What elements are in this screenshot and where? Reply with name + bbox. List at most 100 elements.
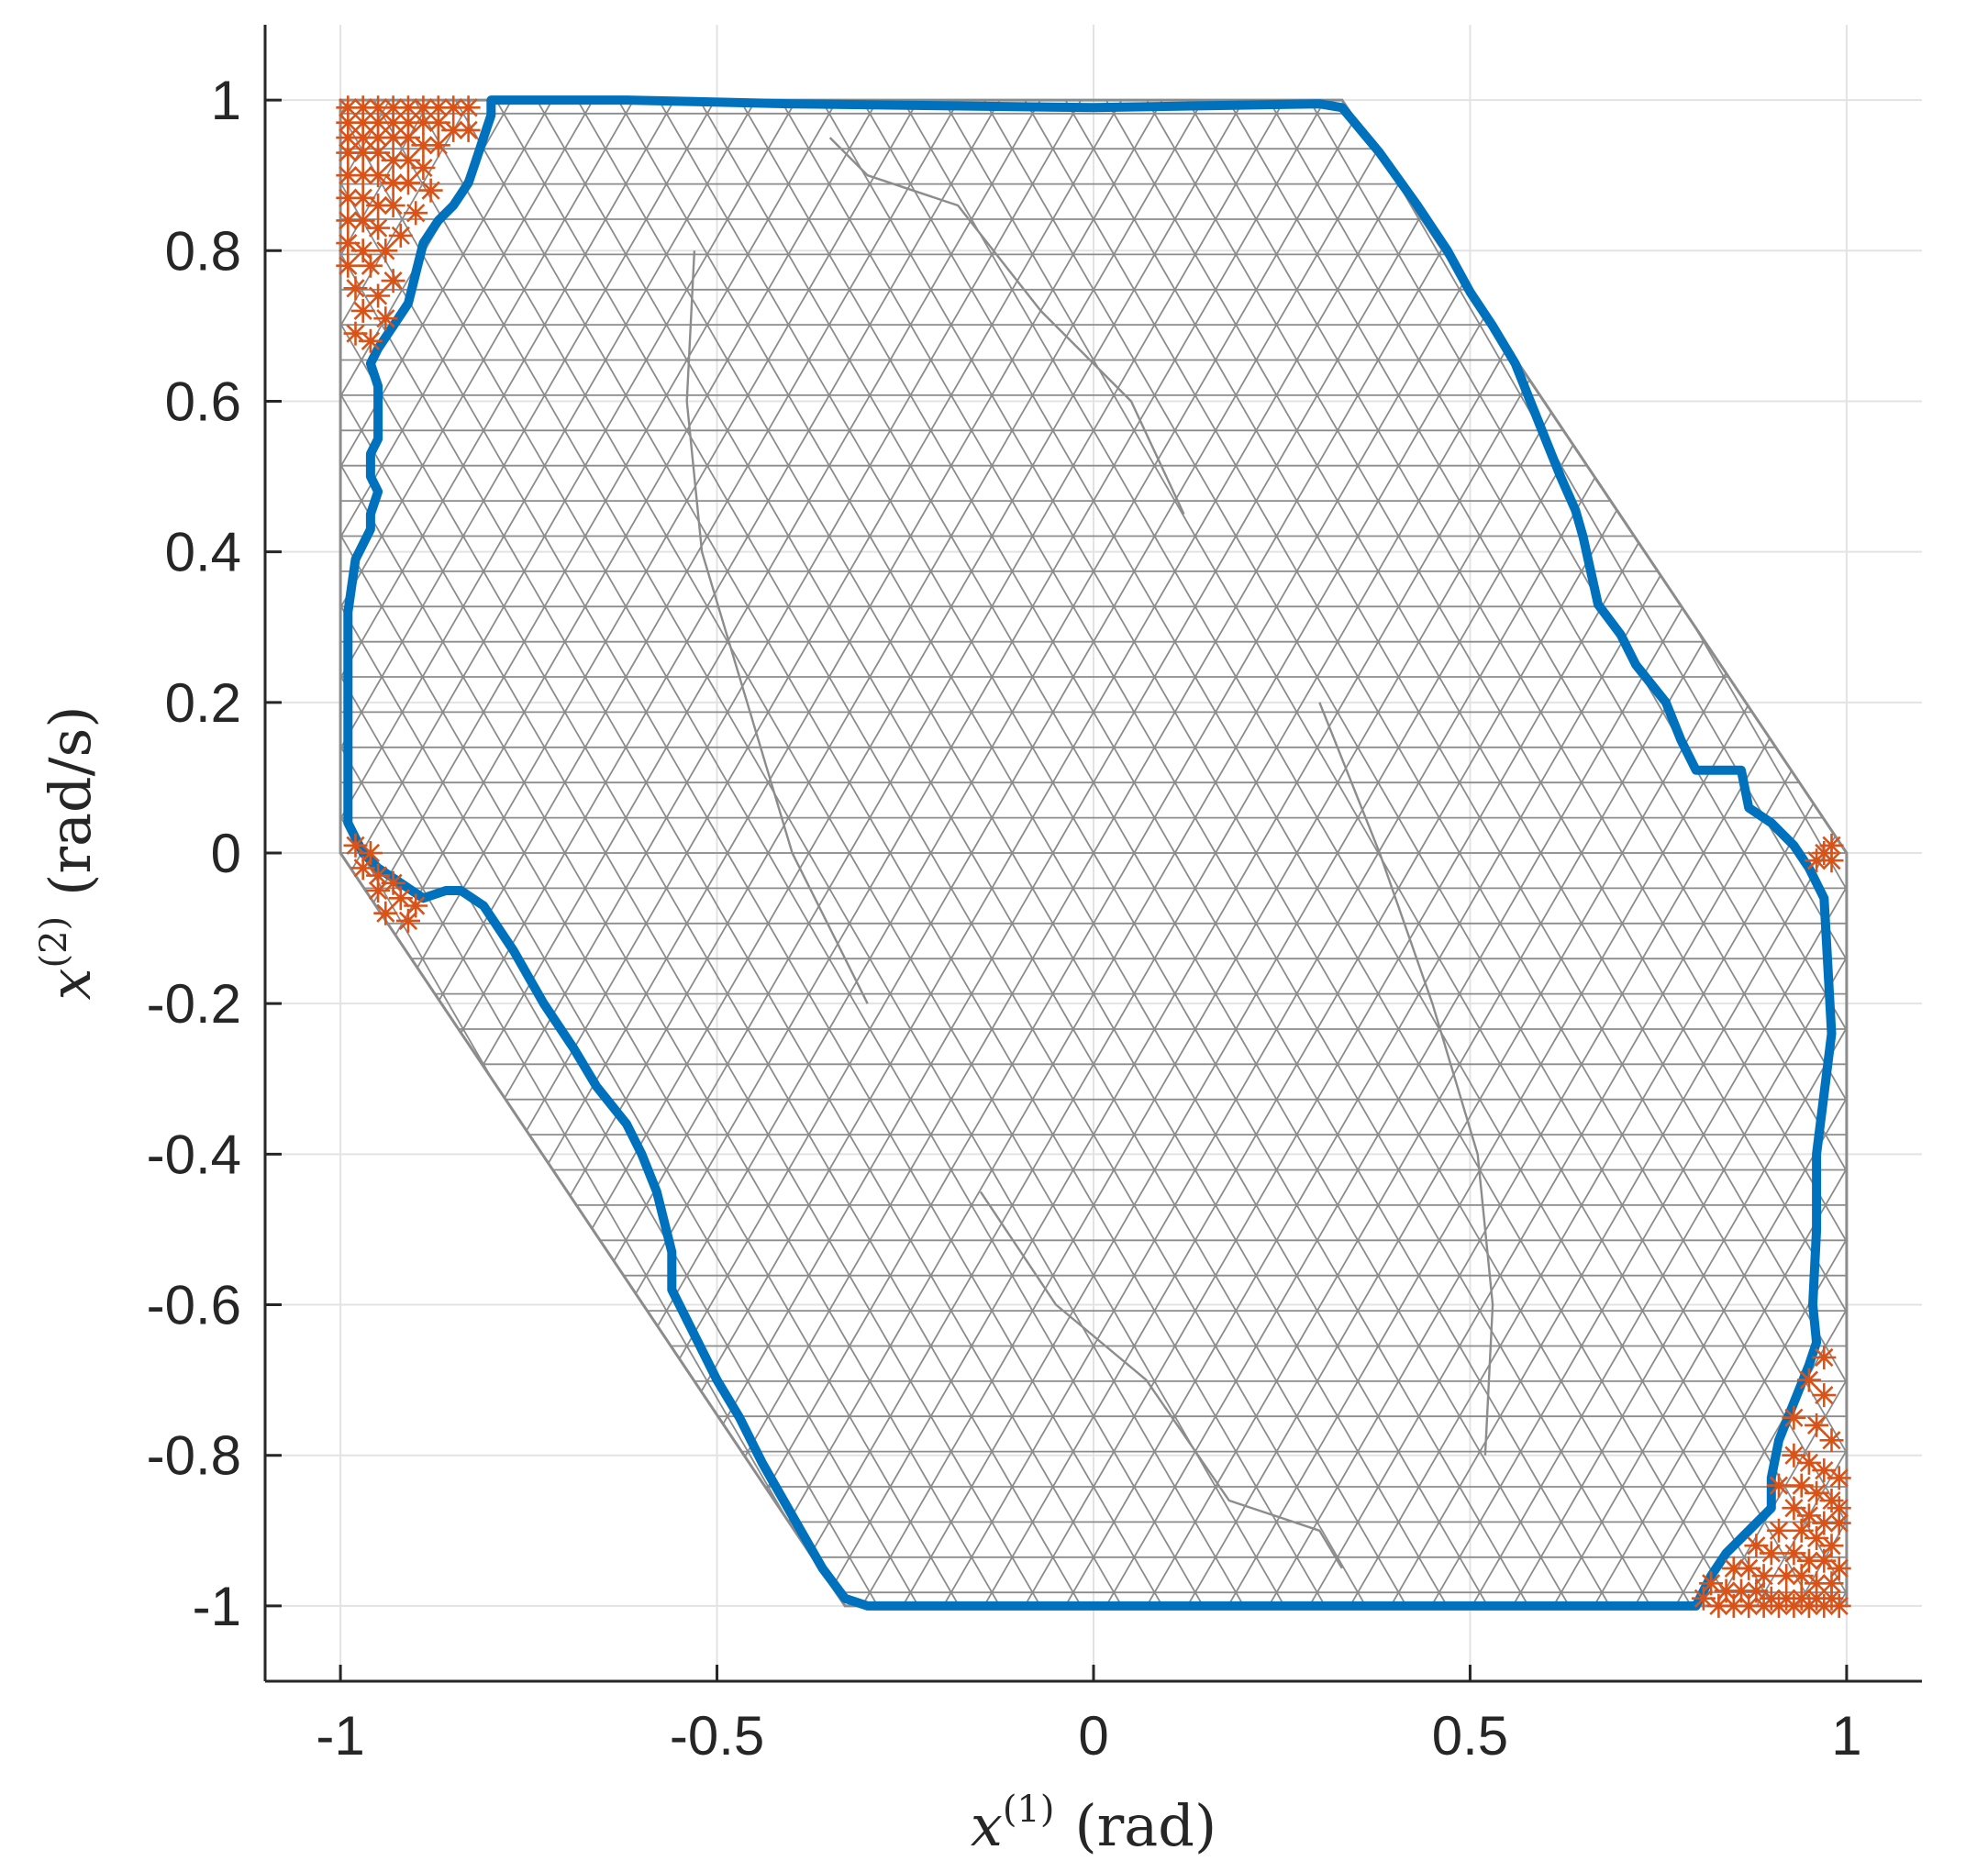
mesh-seam [828, 137, 1185, 515]
marker-point [336, 231, 361, 256]
marker-point [404, 893, 428, 918]
marker-point [366, 95, 391, 120]
marker-point [1812, 1458, 1837, 1483]
marker-point [350, 163, 375, 188]
marker-point [396, 95, 420, 120]
marker-point [396, 171, 420, 195]
marker-point [373, 901, 398, 925]
marker-point [1767, 1518, 1791, 1543]
tick-labels: -1 -0.5 0 0.5 1 1 0.8 0.6 0.4 0.2 0 -0.2 -0.4 -0.6 -0.… [147, 70, 1862, 1767]
marker-point [366, 863, 391, 888]
marker-point [336, 140, 361, 165]
marker-point [426, 95, 450, 120]
x-tick-label: -0.5 [670, 1705, 764, 1767]
marker-point [396, 148, 420, 172]
marker-point [418, 178, 443, 203]
y-tick-label: 0.8 [165, 220, 241, 282]
marker-point [358, 841, 383, 865]
marker-point [366, 163, 391, 188]
marker-point [366, 110, 391, 135]
marker-point [1819, 1428, 1844, 1453]
marker-point [381, 870, 405, 895]
marker-point [1782, 1443, 1806, 1468]
marker-point [1812, 1548, 1837, 1573]
marker-point [1706, 1593, 1731, 1618]
marker-point [366, 126, 391, 150]
marker-point [1812, 1383, 1837, 1408]
marker-point [1819, 1571, 1844, 1596]
marker-point [426, 110, 450, 135]
mesh-seam [979, 1191, 1343, 1569]
marker-point [396, 110, 420, 135]
marker-point [1699, 1571, 1724, 1596]
marker-point [1759, 1541, 1783, 1566]
marker-point [1827, 1511, 1851, 1535]
marker-point [1729, 1578, 1753, 1603]
marker-point [1819, 848, 1844, 873]
marker-point [381, 194, 405, 217]
marker-point [350, 185, 375, 210]
marker-point [1827, 1556, 1851, 1580]
mesh-grid [340, 100, 1847, 1606]
marker-point [396, 126, 420, 150]
marker-point [411, 133, 436, 158]
y-tick-label: 0.4 [165, 522, 241, 583]
marker-point [381, 126, 405, 150]
marker-point [1805, 1571, 1829, 1596]
y-axis-label-unit: (rad/s) [37, 705, 104, 895]
y-axis-label-sup: (2) [33, 916, 75, 969]
y-tick-label: -0.2 [147, 973, 241, 1035]
marker-point [1782, 1541, 1806, 1566]
marker-point [1805, 1480, 1829, 1505]
marker-point [358, 328, 383, 353]
marker-point [350, 126, 375, 150]
marker-point [1691, 1586, 1716, 1611]
x-axis-label: x(1) (rad) [971, 1789, 1216, 1859]
marker-point [350, 140, 375, 165]
marker-point [1737, 1593, 1761, 1618]
marker-point [336, 253, 361, 278]
marker-point [336, 110, 361, 135]
marker-point [366, 216, 391, 240]
marker-point [388, 223, 413, 248]
marker-point [1737, 1556, 1761, 1580]
marker-point [1721, 1593, 1746, 1618]
marker-point [1767, 1473, 1791, 1498]
marker-point [343, 321, 368, 346]
mesh-seam [1318, 702, 1494, 1456]
marker-point [411, 110, 436, 135]
marker-point [1796, 1593, 1821, 1618]
marker-point [1789, 1564, 1814, 1589]
boundary-series [343, 95, 1837, 1611]
marker-point [350, 856, 375, 881]
x-tick-label: 1 [1831, 1705, 1861, 1767]
y-tick-label: 1 [211, 70, 241, 131]
marker-point [366, 140, 391, 165]
marker-point [1796, 1368, 1821, 1392]
marker-point [381, 110, 405, 135]
marker-point [1796, 1503, 1821, 1528]
marker-point [343, 833, 368, 858]
marker-point [366, 879, 391, 903]
x-axis-label-unit: (rad) [1074, 1792, 1216, 1859]
triangulation-mesh [339, 98, 1849, 1608]
marker-point [1751, 1564, 1776, 1589]
marker-point [381, 171, 405, 195]
marker-point [1796, 1450, 1821, 1475]
marker-point [1789, 1473, 1814, 1498]
marker-point [381, 269, 405, 294]
marker-point [358, 253, 383, 278]
y-tick-label: 0.2 [165, 672, 241, 734]
marker-point [350, 95, 375, 120]
marker-point [404, 201, 428, 226]
marker-point [1774, 1564, 1799, 1589]
marker-point [441, 95, 466, 120]
mesh-edges [340, 100, 1847, 1606]
marker-point [1827, 1496, 1851, 1521]
marker-point [381, 95, 405, 120]
y-tick-label: 0.6 [165, 371, 241, 432]
y-tick-label: -0.4 [147, 1124, 241, 1185]
marker-point [1721, 1556, 1746, 1580]
